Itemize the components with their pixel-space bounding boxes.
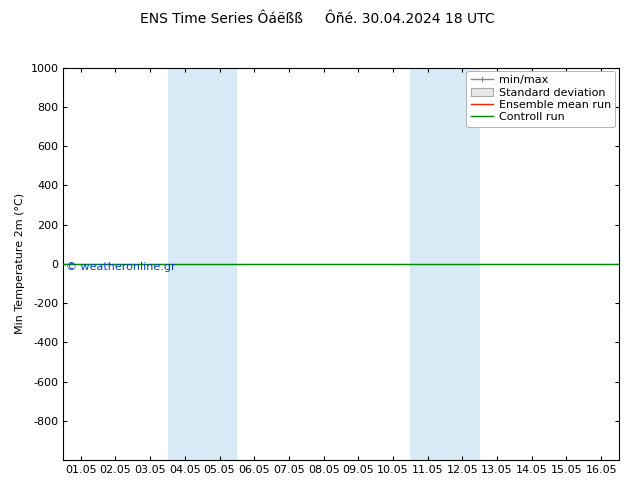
Bar xyxy=(445,68,480,460)
Y-axis label: Min Temperature 2m (°C): Min Temperature 2m (°C) xyxy=(15,194,25,335)
Text: © weatheronline.gr: © weatheronline.gr xyxy=(66,262,176,272)
Legend: min/max, Standard deviation, Ensemble mean run, Controll run: min/max, Standard deviation, Ensemble me… xyxy=(466,71,615,127)
Bar xyxy=(167,68,202,460)
Text: ENS Time Series Ôáëßß     Ôñé. 30.04.2024 18 UTC: ENS Time Series Ôáëßß Ôñé. 30.04.2024 18… xyxy=(139,12,495,26)
Bar xyxy=(410,68,445,460)
Bar xyxy=(202,68,237,460)
